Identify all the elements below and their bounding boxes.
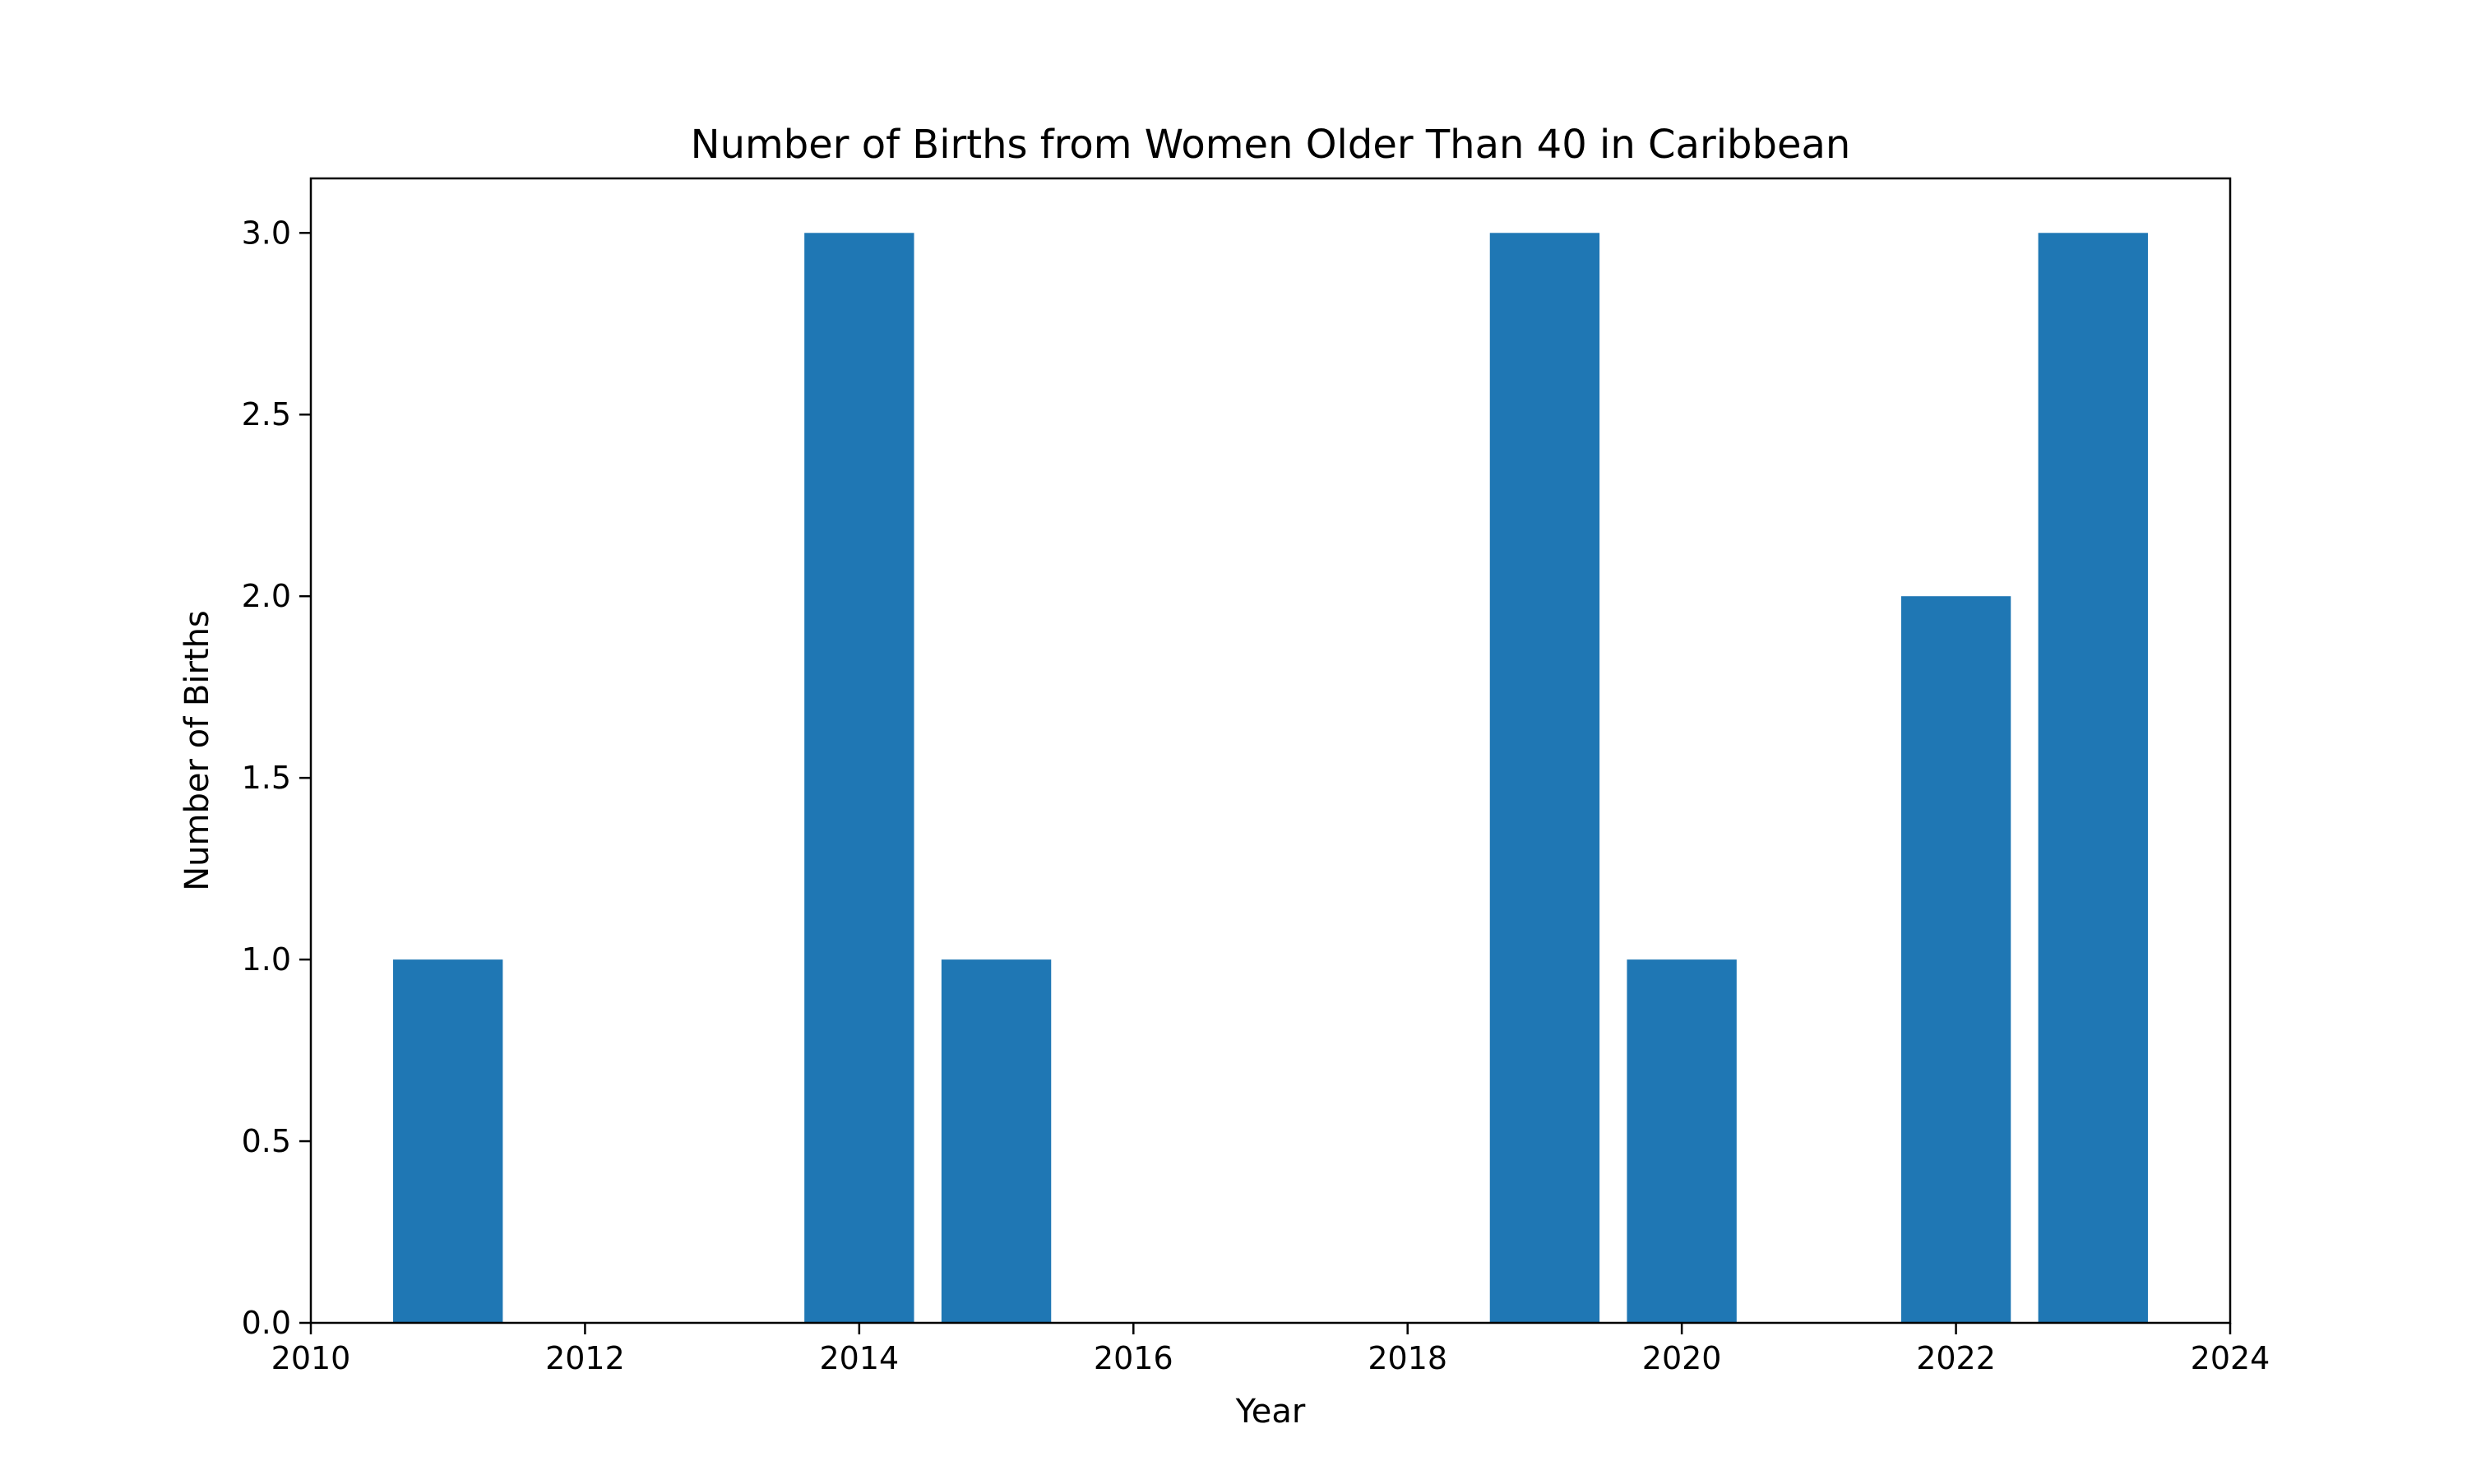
x-axis-label: Year [1235, 1393, 1306, 1431]
bar-2015 [941, 959, 1052, 1323]
chart-title: Number of Births from Women Older Than 4… [691, 122, 1851, 168]
y-axis-label: Number of Births [178, 610, 216, 891]
bar-2023 [2038, 233, 2148, 1324]
bar-2014 [804, 233, 914, 1324]
x-tick-label: 2018 [1368, 1340, 1447, 1376]
x-tick-label: 2022 [1916, 1340, 1996, 1376]
x-tick-label: 2016 [1094, 1340, 1173, 1376]
y-tick-label: 0.5 [242, 1123, 291, 1159]
bar-2020 [1627, 959, 1737, 1323]
bar-2011 [393, 959, 503, 1323]
plot-frame [309, 177, 2232, 1325]
x-tick-label: 2014 [819, 1340, 899, 1376]
x-tick-label: 2010 [271, 1340, 351, 1376]
bar-2022 [1900, 596, 2011, 1323]
y-tick-label: 3.0 [242, 215, 291, 251]
y-tick-label: 2.0 [242, 578, 291, 614]
bar-2019 [1489, 233, 1600, 1324]
x-tick-label: 2020 [1642, 1340, 1722, 1376]
y-tick-label: 2.5 [242, 396, 291, 432]
bars-group [393, 233, 2148, 1324]
x-tick-label: 2024 [2191, 1340, 2270, 1376]
y-axis-ticks: 0.0 0.5 1.0 1.5 2.0 2.5 3.0 [242, 215, 311, 1341]
y-tick-label: 0.0 [242, 1305, 291, 1341]
x-tick-label: 2012 [545, 1340, 625, 1376]
y-tick-label: 1.0 [242, 941, 291, 978]
y-tick-label: 1.5 [242, 760, 291, 796]
x-axis-ticks: 2010 2012 2014 2016 2018 2020 2022 2024 [271, 1323, 2270, 1376]
